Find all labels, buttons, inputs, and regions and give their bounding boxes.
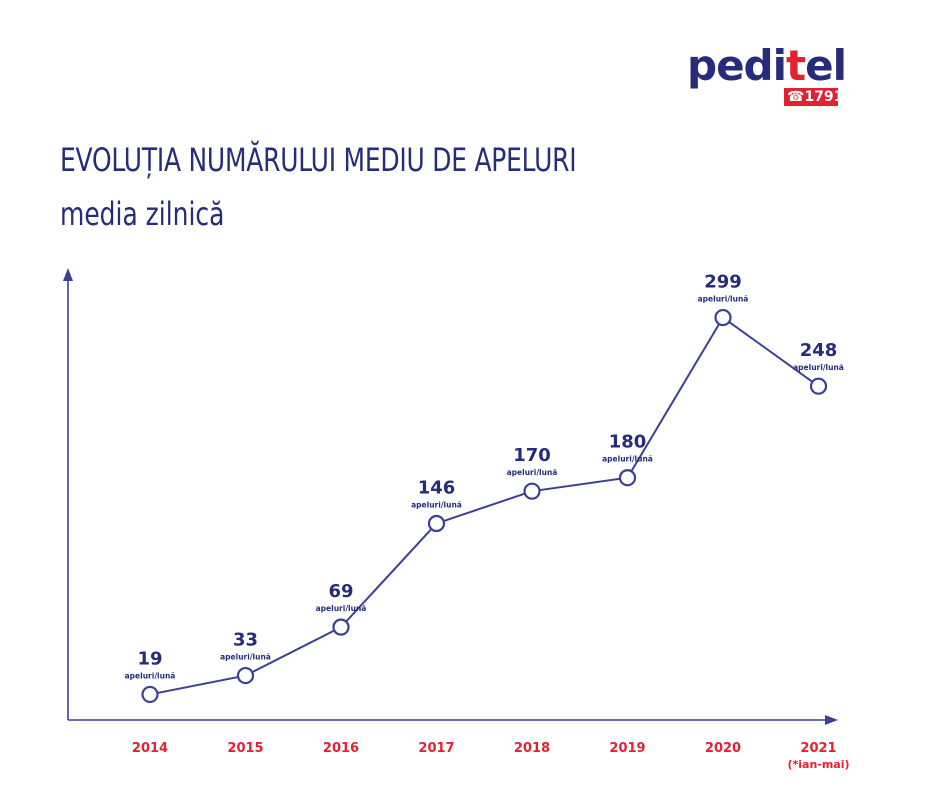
y-axis-arrow bbox=[63, 268, 73, 281]
chart-subtitle: media zilnică bbox=[60, 195, 225, 233]
data-unit-label: apeluri/lună bbox=[220, 653, 271, 662]
data-unit-label: apeluri/lună bbox=[698, 295, 749, 304]
data-point bbox=[332, 618, 350, 636]
data-point bbox=[714, 308, 732, 327]
data-unit-label: apeluri/lună bbox=[125, 671, 176, 680]
data-point bbox=[809, 377, 828, 395]
logo-wordmark: peditel bbox=[687, 41, 847, 90]
data-value-label: 33 bbox=[233, 630, 258, 651]
data-value-label: 170 bbox=[513, 445, 551, 466]
data-unit-label: apeluri/lună bbox=[507, 468, 558, 477]
series-line bbox=[149, 316, 820, 696]
x-tick-label: 2020 bbox=[705, 741, 741, 756]
data-unit-label: apeluri/lună bbox=[411, 500, 462, 509]
logo-wordmark-part: pedi bbox=[687, 41, 787, 90]
data-unit-label: apeluri/lună bbox=[316, 604, 367, 613]
data-unit-label: apeluri/lună bbox=[602, 455, 653, 464]
x-tick-label: 2016 bbox=[323, 741, 359, 756]
data-value-label: 180 bbox=[609, 432, 647, 453]
logo-wordmark-part: el bbox=[805, 41, 847, 90]
data-point bbox=[236, 666, 255, 685]
chart-series bbox=[141, 308, 828, 704]
data-point bbox=[618, 469, 637, 487]
data-unit-label: apeluri/lună bbox=[793, 363, 844, 372]
x-tick-label: 2017 bbox=[418, 741, 454, 756]
logo-wordmark-accent: t bbox=[786, 41, 806, 90]
chart-data-labels: 19 apeluri/lună 33 apeluri/lună 69 apeluri/lu… bbox=[125, 272, 844, 681]
data-value-label: 248 bbox=[800, 340, 838, 361]
data-value-label: 19 bbox=[137, 648, 162, 669]
data-value-label: 299 bbox=[704, 272, 742, 293]
x-tick-label: 2015 bbox=[227, 741, 263, 756]
chart-title: EVOLUȚIA NUMĂRULUI MEDIU DE APELURI bbox=[60, 141, 577, 179]
data-point bbox=[427, 514, 446, 533]
x-tick-label: 2014 bbox=[132, 741, 168, 756]
data-value-label: 146 bbox=[418, 477, 456, 498]
logo-phone-badge: ☎1791 bbox=[784, 88, 843, 106]
x-tick-label: 2018 bbox=[514, 741, 550, 756]
x-tick-label: 2019 bbox=[609, 741, 645, 756]
chart-x-tick-labels: 2014 2015 2016 2017 2018 2019 2020 2021 (*ian-ma… bbox=[132, 741, 850, 771]
chart-axes bbox=[63, 268, 838, 725]
data-point bbox=[141, 685, 159, 704]
data-value-label: 69 bbox=[328, 581, 353, 602]
x-axis-arrow bbox=[825, 715, 838, 725]
peditel-logo: peditel ☎1791 bbox=[687, 42, 857, 108]
x-tick-label: 2021 bbox=[800, 741, 836, 756]
x-tick-note: (*ian-mai) bbox=[787, 758, 849, 771]
data-point bbox=[523, 482, 541, 500]
